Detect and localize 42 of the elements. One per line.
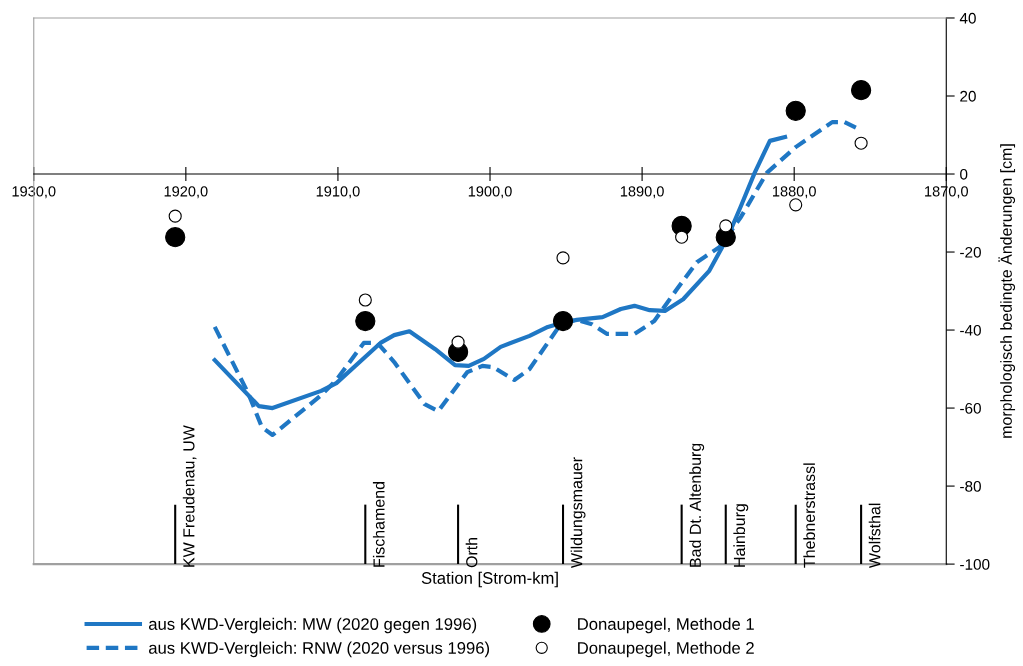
x-tick-label: 1900,0 [468,186,512,199]
y2-tick-label: -40 [960,324,981,336]
ref-line-label: KW Freudenau, UW [182,425,197,567]
ref-line-label: Wildungsmauer [570,457,586,568]
y2-tick-label: -20 [960,246,981,258]
ref-line-label: Bad Dt. Altenburg [689,443,705,567]
x-tick-label: 1920,0 [164,186,208,199]
point [789,198,803,212]
point [168,209,182,223]
x-axis-title: Station [Strom-km] [421,571,558,588]
y2-tick-label: 20 [960,90,976,102]
ref-line-label: Wolfsthal [868,503,881,568]
legend-label: Donaupegel, Methode 1 [578,617,754,634]
ref-line-label: Fischamend [372,482,385,567]
x-tick-label: 1880,0 [773,186,816,199]
line-series [212,120,859,438]
point [719,219,733,233]
x-tick-label: 1910,0 [316,186,360,199]
point [358,293,372,307]
legend-label: aus KWD-Vergleich: RNW (2020 versus 1996) [148,641,490,658]
x-tick-label: 1890,0 [620,186,664,199]
point [552,310,574,332]
point [165,227,186,248]
y2-tick-label: -60 [960,402,981,414]
point [850,80,872,101]
ref-line-label: Orth [465,537,478,568]
x-tick-label: 1930,0 [12,186,56,199]
y2-tick-label: -100 [960,558,990,570]
point [854,136,868,150]
point [451,335,465,349]
y2-tick-label: 40 [959,12,976,24]
y2-tick-label: -80 [960,480,981,492]
point [785,100,806,121]
legend-label: aus KWD-Vergleich: MW (2020 gegen 1996) [148,617,477,634]
ref-line-label: Thebnerstrassl [803,463,816,568]
point [675,230,689,244]
y2-axis-title: morphologisch bedingte Änderungen [cm] [998,144,1016,438]
y2-tick-label: 0 [960,168,968,180]
point [355,310,376,332]
ref-line-label: Hainburg [733,504,749,567]
point [556,251,570,265]
legend-label: Donaupegel, Methode 2 [578,641,754,658]
